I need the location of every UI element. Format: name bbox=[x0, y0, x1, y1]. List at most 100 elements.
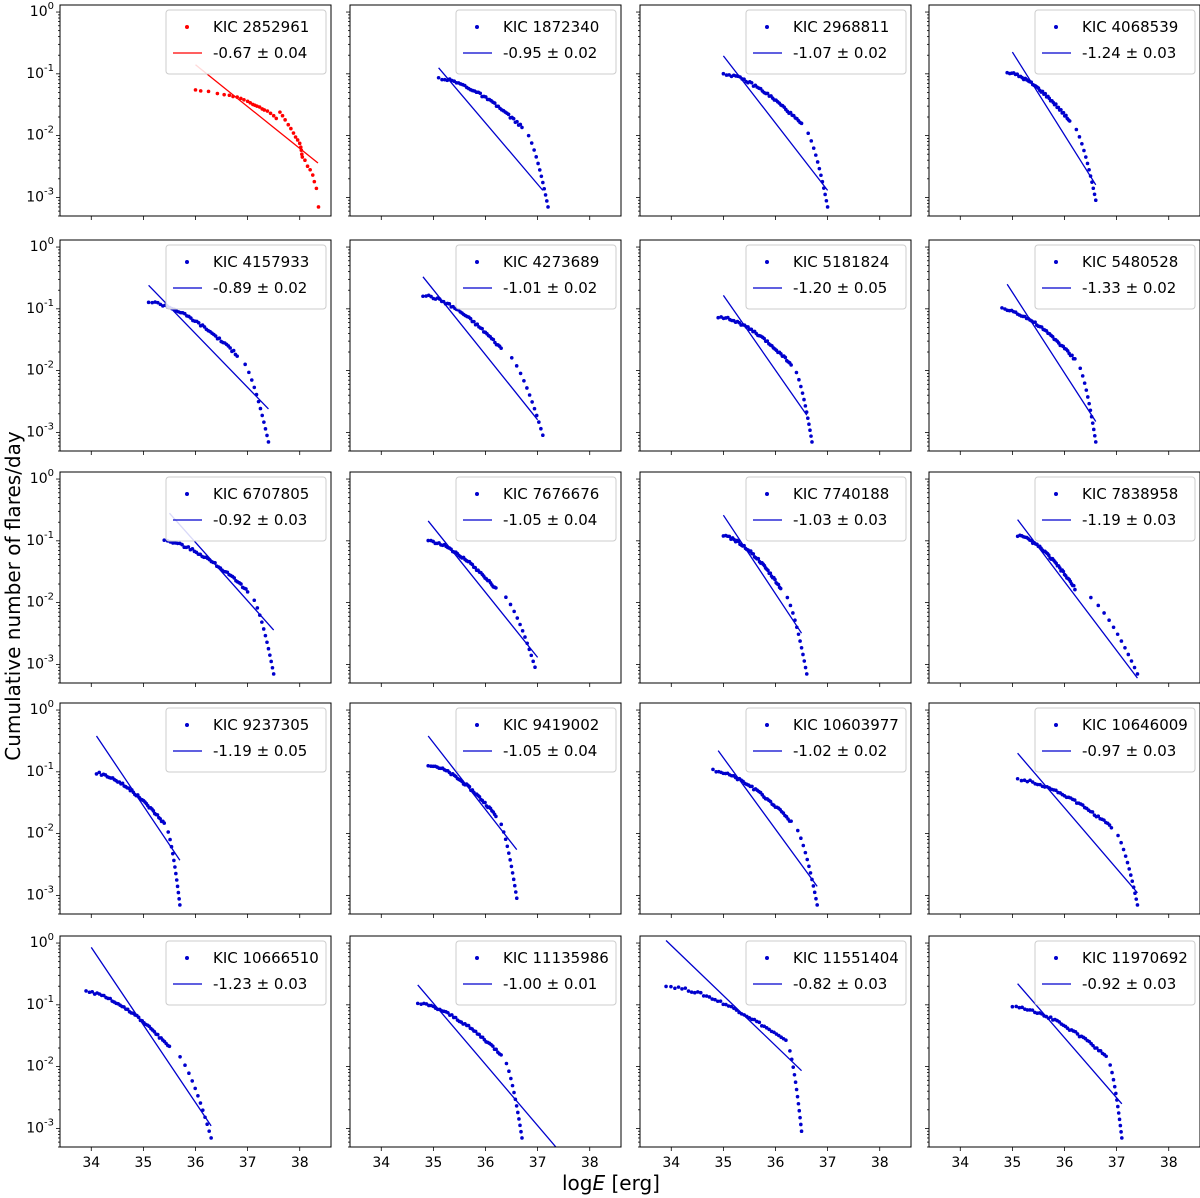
data-point bbox=[299, 148, 304, 153]
data-point bbox=[125, 1007, 130, 1012]
data-point bbox=[766, 568, 770, 573]
y-tick-label: 100 bbox=[30, 699, 54, 718]
data-point bbox=[467, 784, 472, 789]
plot-area bbox=[426, 520, 539, 670]
data-point bbox=[523, 635, 527, 639]
data-point bbox=[1107, 618, 1111, 623]
data-point bbox=[1116, 1104, 1120, 1109]
data-point bbox=[514, 364, 519, 368]
data-point bbox=[1089, 414, 1094, 419]
legend-star-label: KIC 9237305 bbox=[213, 716, 309, 734]
data-point bbox=[252, 385, 257, 390]
data-point bbox=[804, 672, 809, 676]
legend-star-label: KIC 7676676 bbox=[503, 485, 599, 503]
data-point bbox=[201, 1108, 205, 1112]
data-point bbox=[1132, 665, 1137, 670]
fit-line bbox=[1011, 51, 1097, 186]
data-point bbox=[822, 186, 826, 190]
data-point bbox=[492, 101, 497, 105]
data-point bbox=[1078, 366, 1083, 371]
x-axis-label: logE [erg] bbox=[562, 1171, 660, 1195]
data-point bbox=[1014, 1004, 1019, 1009]
data-point bbox=[788, 1049, 792, 1053]
data-point bbox=[510, 1083, 515, 1088]
data-point bbox=[494, 1047, 498, 1052]
legend-marker bbox=[185, 723, 189, 727]
data-point bbox=[1015, 776, 1020, 781]
data-point bbox=[788, 110, 793, 115]
data-point bbox=[1123, 646, 1127, 650]
data-point bbox=[440, 77, 444, 82]
panel: 100 10-1 10-2 10-3 KIC 2852961 -0.67 ± 0.04 bbox=[26, 1, 332, 220]
data-point bbox=[263, 633, 268, 638]
plot-area bbox=[162, 512, 276, 676]
data-point bbox=[153, 300, 157, 304]
data-point bbox=[512, 1090, 516, 1095]
data-point bbox=[437, 297, 442, 301]
legend-slope-label: -1.05 ± 0.04 bbox=[503, 511, 597, 529]
data-point bbox=[812, 890, 817, 895]
legend-marker bbox=[475, 25, 479, 29]
data-point bbox=[537, 168, 542, 172]
panel: KIC 7676676 -1.05 ± 0.04 bbox=[346, 471, 622, 687]
fit-line bbox=[427, 520, 539, 658]
legend-box bbox=[165, 476, 327, 542]
data-point bbox=[539, 426, 543, 431]
legend-star-label: KIC 11135986 bbox=[503, 949, 609, 967]
data-point bbox=[1115, 1098, 1119, 1102]
data-point bbox=[499, 346, 503, 351]
data-point bbox=[736, 539, 741, 544]
data-point bbox=[173, 865, 177, 869]
data-point bbox=[1134, 897, 1139, 901]
data-point bbox=[815, 903, 819, 907]
data-point bbox=[1116, 1111, 1121, 1115]
data-point bbox=[1092, 433, 1097, 438]
data-point bbox=[198, 89, 203, 93]
data-point bbox=[1111, 625, 1116, 630]
data-point bbox=[262, 420, 266, 424]
data-point bbox=[245, 590, 250, 594]
data-point bbox=[244, 587, 248, 591]
data-point bbox=[768, 571, 773, 576]
plot-area bbox=[146, 284, 271, 444]
data-point bbox=[1080, 141, 1084, 146]
panel: 100 10-1 10-2 10-3 KIC 9237305 -1.19 ± 0.05 bbox=[26, 699, 332, 918]
data-point bbox=[1091, 186, 1096, 191]
data-point bbox=[1131, 885, 1136, 890]
data-point bbox=[518, 622, 522, 627]
data-point bbox=[1104, 1054, 1108, 1059]
data-point bbox=[543, 193, 548, 197]
data-point bbox=[209, 1136, 213, 1140]
data-point bbox=[177, 897, 181, 901]
legend: KIC 4068539 -1.24 ± 0.03 bbox=[1034, 9, 1196, 75]
data-point bbox=[792, 1072, 797, 1077]
data-point bbox=[1089, 595, 1093, 600]
data-point bbox=[1135, 672, 1140, 676]
data-point bbox=[1082, 148, 1086, 153]
data-point bbox=[820, 179, 825, 184]
data-point bbox=[1019, 778, 1024, 783]
data-point bbox=[1107, 823, 1112, 827]
data-point bbox=[176, 890, 181, 895]
data-point bbox=[508, 602, 513, 607]
data-point bbox=[499, 1053, 503, 1057]
legend-marker bbox=[185, 492, 189, 496]
data-point bbox=[1128, 873, 1133, 877]
panel: KIC 4068539 -1.24 ± 0.03 bbox=[925, 4, 1200, 220]
data-point bbox=[807, 864, 811, 869]
data-point bbox=[817, 166, 822, 171]
plot-area bbox=[1015, 752, 1140, 907]
data-point bbox=[1133, 891, 1137, 896]
legend-slope-label: -0.82 ± 0.03 bbox=[793, 975, 887, 993]
x-tick-label: 34 bbox=[662, 1155, 680, 1171]
plot-area bbox=[711, 750, 819, 907]
plot-area bbox=[193, 64, 321, 209]
data-point bbox=[729, 1004, 734, 1009]
data-point bbox=[494, 586, 498, 590]
data-point bbox=[513, 890, 518, 894]
data-point bbox=[757, 1020, 762, 1025]
data-point bbox=[795, 828, 800, 833]
data-point bbox=[166, 830, 171, 834]
data-point bbox=[1125, 860, 1130, 865]
